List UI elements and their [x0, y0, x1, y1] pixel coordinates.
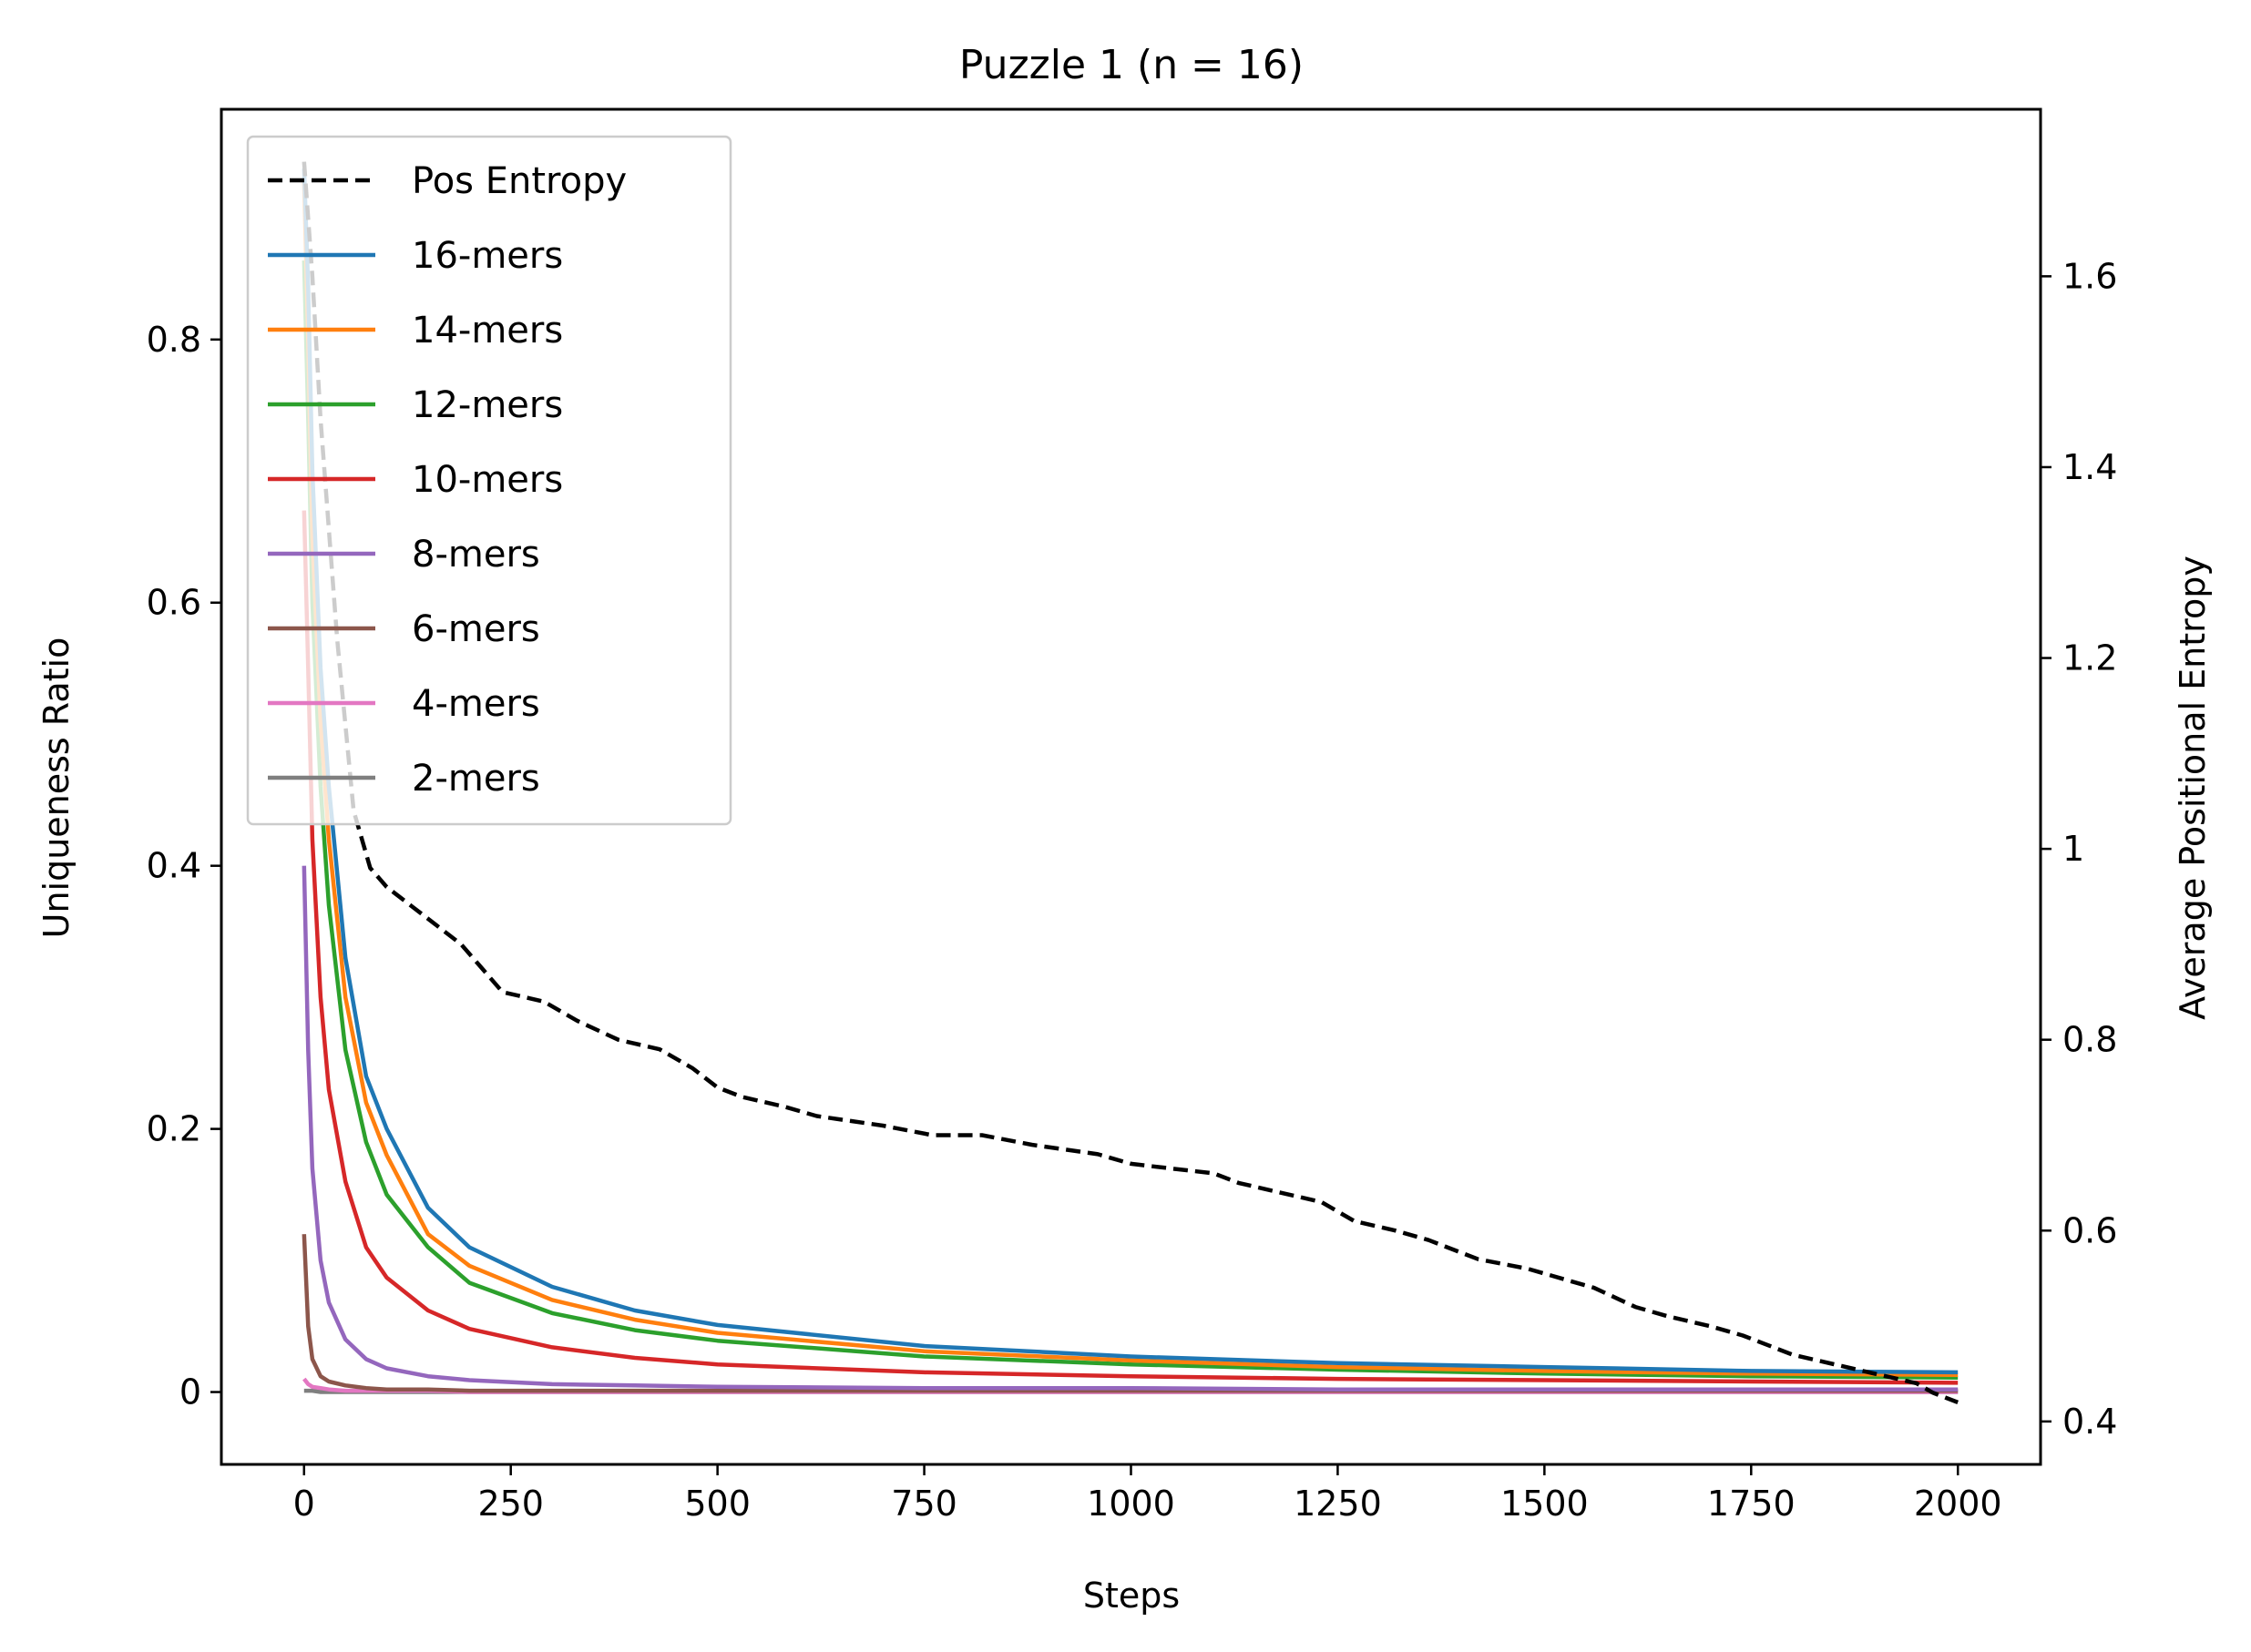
plot-frame: [220, 107, 2042, 1466]
y-tick-label-left: 0.6: [147, 583, 201, 623]
y-axis-label-right: Average Positional Entropy: [2173, 556, 2213, 1020]
y-tick-label-right: 0.8: [2062, 1020, 2117, 1060]
y-tick-label-left: 0.2: [147, 1109, 201, 1149]
x-tick-label: 1000: [1087, 1484, 1175, 1524]
x-tick-label: 1250: [1294, 1484, 1382, 1524]
legend-label: 4-mers: [412, 683, 540, 725]
y-tick-label-right: 1.2: [2062, 638, 2117, 678]
legend-box: [246, 135, 732, 826]
y-tick-label-left: 0.8: [147, 320, 201, 360]
y-tick-label-right: 1.6: [2062, 256, 2117, 296]
series-line-8-mers: [302, 865, 1959, 1392]
chart-title: Puzzle 1 (n = 16): [959, 42, 1304, 88]
legend-label: 8-mers: [412, 534, 540, 576]
y-axis-right: 0.4 0.6 0.8 1 1.2 1.4 1.6: [2041, 256, 2117, 1442]
y-tick-label-right: 1: [2062, 829, 2084, 869]
legend-label: 10-mers: [412, 459, 563, 501]
y-tick-label-right: 1.4: [2062, 447, 2117, 487]
x-tick-label: 2000: [1914, 1484, 2002, 1524]
x-tick-label: 0: [293, 1484, 315, 1524]
legend-label: 14-mers: [412, 310, 563, 352]
x-tick-label: 750: [891, 1484, 957, 1524]
x-axis: 0 250 500 750 1000 1250 1500 1750 2000: [293, 1464, 2002, 1524]
x-tick-label: 500: [684, 1484, 751, 1524]
x-axis-label: Steps: [1083, 1576, 1180, 1616]
y-axis-left: 0 0.2 0.4 0.6 0.8: [147, 320, 221, 1412]
y-tick-label-left: 0: [179, 1372, 201, 1412]
legend-label: 2-mers: [412, 758, 540, 800]
legend-label: Pos Entropy: [412, 160, 627, 202]
series-line-10-mers: [302, 510, 1959, 1385]
series-line-pos-entropy: [302, 161, 1959, 1404]
y-tick-label-left: 0.4: [147, 846, 201, 886]
legend: Pos Entropy 16-mers 14-mers 12-mers 10-mers 8…: [246, 135, 732, 826]
y-axis-label-left: Uniqueness Ratio: [36, 637, 77, 939]
legend-label: 12-mers: [412, 384, 563, 426]
x-tick-label: 1500: [1500, 1484, 1589, 1524]
legend-label: 6-mers: [412, 608, 540, 650]
y-tick-label-right: 0.6: [2062, 1210, 2117, 1250]
x-tick-label: 1750: [1707, 1484, 1796, 1524]
y-tick-label-right: 0.4: [2062, 1402, 2117, 1442]
legend-label: 16-mers: [412, 235, 563, 277]
x-tick-label: 250: [477, 1484, 544, 1524]
